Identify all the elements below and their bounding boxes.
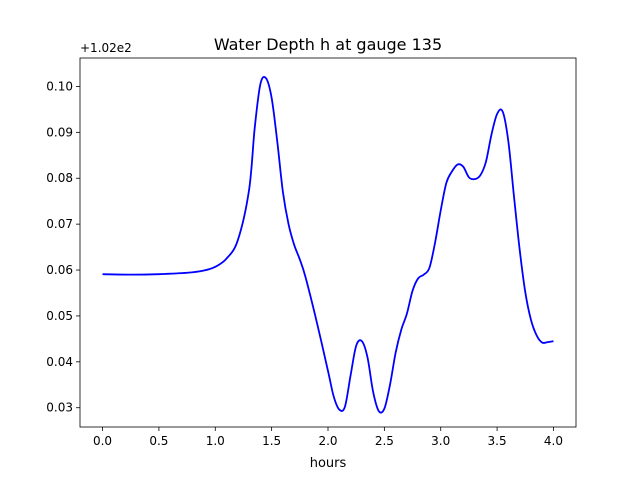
x-tick-label: 3.0	[431, 434, 450, 448]
x-tick-label: 2.5	[375, 434, 394, 448]
x-axis-label: hours	[310, 456, 347, 471]
plot-area: 0.0 0.5 1.0 1.5 2.0 2.5 3.0 3.5 4.0 0.03 0.04 0.05 0…	[46, 57, 577, 448]
y-tick-label: 0.10	[46, 79, 73, 93]
y-tick-label: 0.03	[46, 401, 73, 415]
x-tick-label: 1.0	[206, 434, 225, 448]
x-tick-label: 0.0	[93, 434, 112, 448]
x-tick-label: 1.5	[262, 434, 281, 448]
y-tick-label: 0.05	[46, 309, 73, 323]
y-tick-label: 0.08	[46, 171, 73, 185]
chart-title: Water Depth h at gauge 135	[214, 35, 442, 54]
y-tick-label: 0.07	[46, 217, 73, 231]
y-axis-offset-label: +1.02e2	[80, 41, 132, 55]
y-tick-label: 0.06	[46, 263, 73, 277]
series-line	[102, 76, 554, 414]
x-tick-label: 4.0	[544, 434, 563, 448]
x-tick-label: 3.5	[488, 434, 507, 448]
y-tick-label: 0.09	[46, 125, 73, 139]
x-tick-label: 0.5	[149, 434, 168, 448]
y-tick-label: 0.04	[46, 355, 73, 369]
x-tick-label: 2.0	[318, 434, 337, 448]
plot-frame	[79, 57, 577, 428]
